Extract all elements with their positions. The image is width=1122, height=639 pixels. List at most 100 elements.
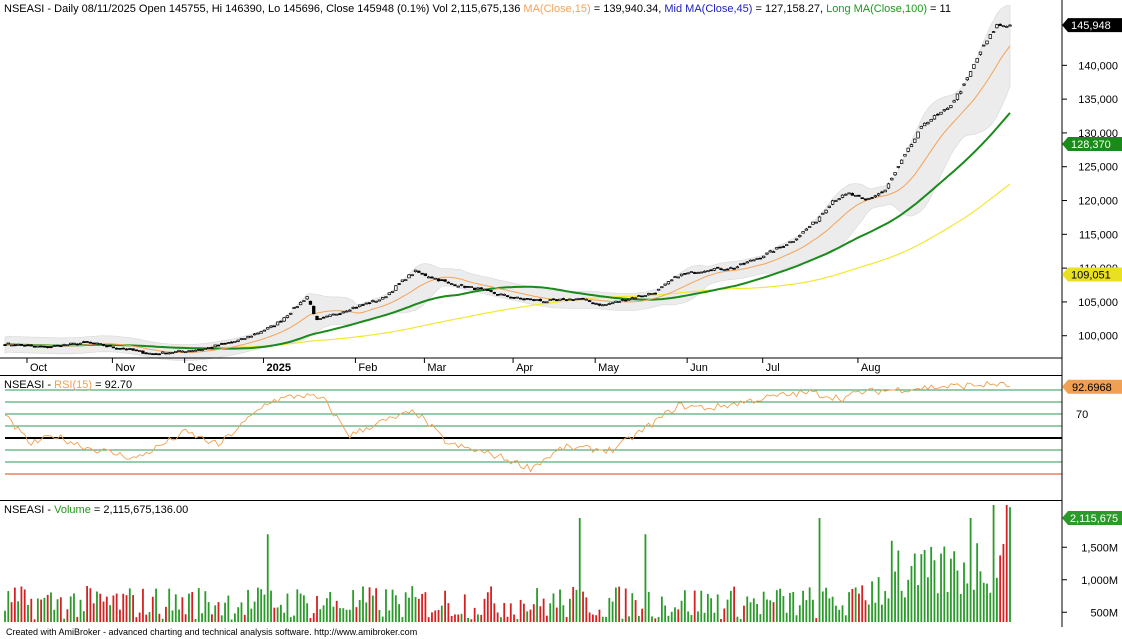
candle-body: [325, 315, 329, 318]
candle-body: [505, 295, 510, 297]
candle-body: [686, 272, 690, 275]
candle-body: [929, 119, 933, 122]
candle-body: [65, 344, 70, 347]
volume-tick-label: 500M: [1090, 607, 1118, 619]
candle-body: [699, 271, 703, 274]
candle-body: [164, 352, 168, 355]
candle-body: [952, 100, 956, 103]
candle-body: [479, 287, 483, 290]
candle-body: [660, 286, 664, 289]
candle-body: [817, 216, 822, 222]
candle-body: [844, 193, 848, 196]
candle-body: [72, 342, 76, 345]
candle-body: [473, 287, 477, 291]
candle-body: [739, 263, 743, 266]
rsi-badge-bg: [1062, 379, 1122, 394]
volume-sep: -: [44, 504, 55, 516]
candle-body: [745, 261, 749, 264]
candle-body: [922, 122, 927, 127]
candle-body: [32, 345, 37, 348]
candle-body: [249, 335, 253, 338]
candle-body: [653, 292, 657, 295]
candle-body: [459, 284, 464, 286]
candle-body: [545, 301, 549, 304]
candle-body: [279, 320, 283, 323]
date-tick-label: 2025: [266, 362, 290, 374]
candle-body: [808, 226, 812, 228]
candle-body: [318, 318, 322, 320]
candle-body: [446, 281, 451, 284]
candle-body: [98, 343, 102, 345]
bollinger-band: [4, 5, 1011, 361]
candle-body: [804, 228, 809, 231]
candle-body: [1001, 25, 1006, 28]
candle-body: [170, 352, 175, 354]
candle-body: [532, 299, 536, 301]
candle-body: [706, 270, 710, 273]
candle-body: [978, 51, 983, 55]
candle-body: [758, 257, 763, 260]
candle-body: [968, 71, 973, 77]
candle-body: [886, 183, 891, 189]
candle-body: [959, 91, 963, 94]
candle-body: [154, 353, 158, 356]
price-badge: 145,948: [1062, 18, 1122, 33]
candle-body: [321, 316, 326, 319]
candle-body: [860, 197, 864, 200]
candle-body: [443, 279, 447, 282]
candle-body: [492, 292, 497, 294]
candle-body: [128, 348, 132, 350]
candle-body: [725, 268, 730, 271]
candle-body: [298, 302, 303, 306]
price-tick-label: 125,000: [1078, 162, 1118, 174]
candle-body: [794, 238, 799, 241]
candle-body: [824, 209, 828, 214]
candle-body: [52, 345, 56, 347]
candle-body: [216, 344, 221, 347]
candle-body: [863, 198, 868, 201]
candle-body: [275, 321, 280, 326]
candle-body: [512, 297, 516, 299]
candle-body: [709, 269, 713, 272]
candle-body: [387, 292, 391, 295]
candle-body: [55, 344, 60, 347]
candle-body: [853, 194, 858, 197]
rsi-pane-title: NSEASI - RSI(15) = 92.70: [4, 379, 132, 391]
candle-body: [998, 23, 1002, 26]
pane-separator-1[interactable]: [0, 375, 1062, 376]
candle-body: [801, 231, 805, 234]
candle-body: [262, 329, 267, 332]
pane-separator-2[interactable]: [0, 500, 1062, 501]
candle-body: [394, 285, 398, 291]
candle-body: [105, 345, 109, 348]
candle-body: [213, 344, 217, 348]
candle-body: [371, 300, 375, 302]
candle-body: [975, 58, 979, 63]
candle-body: [193, 349, 198, 352]
volume-pane: [4, 505, 1011, 622]
candle-body: [640, 295, 644, 298]
candle-body: [450, 283, 454, 286]
candle-body: [716, 266, 720, 269]
candle-body: [282, 317, 286, 322]
candle-body: [427, 276, 431, 279]
candle-body: [78, 342, 83, 345]
candle-body: [19, 344, 24, 346]
candle-body: [381, 297, 385, 300]
candle-body: [693, 272, 697, 274]
price-badge-label: 145,948: [1071, 20, 1111, 32]
candle-body: [328, 314, 332, 317]
candle-body: [752, 259, 756, 262]
candle-body: [762, 255, 766, 259]
date-tick-label: Nov: [115, 362, 135, 374]
price-badge-bg: [1062, 136, 1122, 151]
candle-body: [407, 274, 411, 279]
candle-body: [397, 283, 401, 285]
candle-body: [538, 298, 542, 302]
price-tick-label: 120,000: [1078, 196, 1118, 208]
candle-body: [755, 258, 759, 260]
candle-body: [295, 306, 299, 308]
candle-body: [926, 121, 930, 125]
price-tick-label: 130,000: [1078, 128, 1118, 140]
